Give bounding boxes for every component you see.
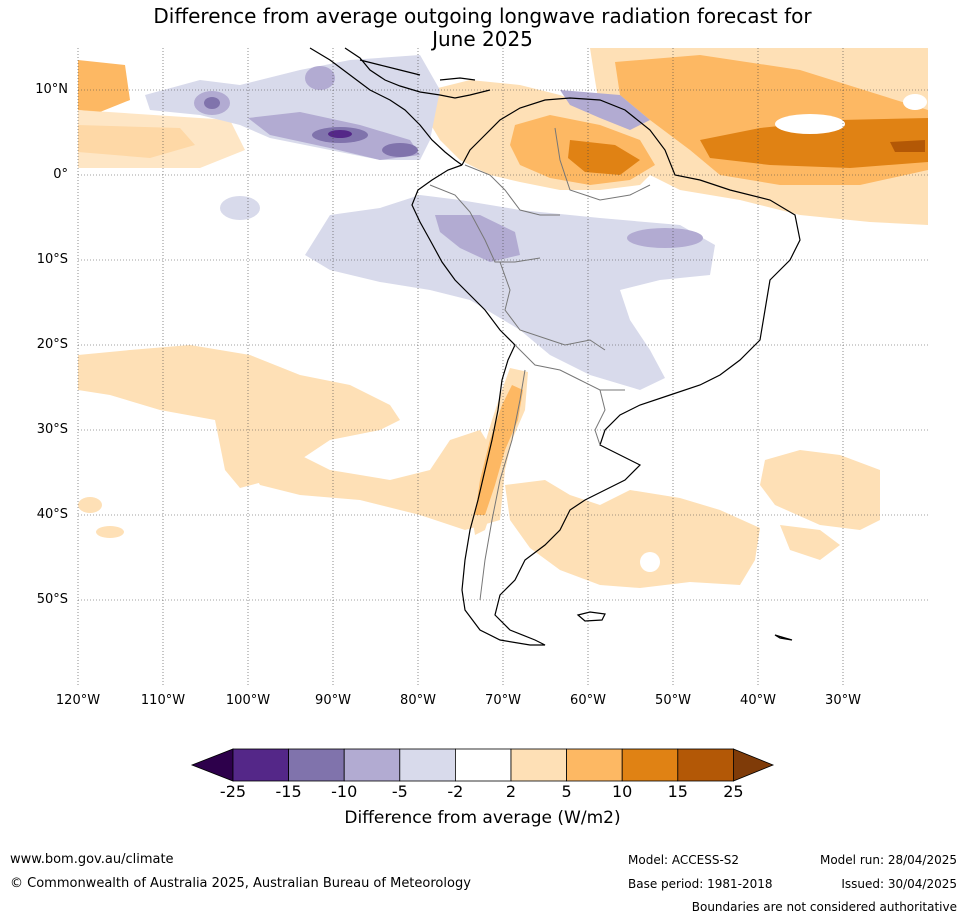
border-1 — [464, 164, 560, 216]
footer-model: Model: ACCESS-S2 — [628, 853, 740, 867]
negative-anomaly-ep-6 — [204, 97, 220, 109]
border-3 — [499, 261, 606, 351]
negative-anomaly-ep-4 — [328, 130, 352, 138]
negative-anomaly-ep-8 — [382, 143, 418, 157]
anomaly-fields — [78, 48, 928, 588]
coastline-central-america-east — [344, 47, 491, 99]
colorbar-tick-0: -25 — [219, 782, 247, 801]
colorbar-segment-5 — [454, 748, 512, 782]
country-borders — [429, 127, 651, 601]
border-2 — [429, 184, 541, 263]
lon-label-100w: 100°W — [225, 693, 271, 708]
neutral-hole-ne — [775, 114, 845, 134]
coastline-central-america — [309, 47, 463, 166]
negative-anomaly-carib — [560, 90, 650, 130]
lat-label-40s: 40°S — [36, 507, 68, 522]
lon-label-80w: 80°W — [400, 693, 436, 708]
lon-label-110w: 110°W — [140, 693, 186, 708]
positive-anomaly-sa-3 — [780, 525, 840, 560]
positive-anomaly-w-edge — [78, 497, 102, 513]
footer-base-period: Base period: 1981-2018 — [628, 877, 773, 891]
footer-copyright: © Commonwealth of Australia 2025, Austra… — [10, 876, 471, 891]
colorbar-segment-6 — [510, 748, 567, 782]
coastline-south-georgia — [774, 634, 793, 641]
lon-label-70w: 70°W — [485, 693, 521, 708]
lon-label-50w: 50°W — [655, 693, 691, 708]
colorbar — [190, 748, 775, 782]
title-line-1: Difference from average outgoing longwav… — [153, 4, 812, 28]
positive-anomaly-ne-3 — [700, 118, 928, 168]
map-title: Difference from average outgoing longwav… — [0, 5, 965, 51]
footer-model-run: Model run: 28/04/2025 — [819, 853, 957, 867]
positive-anomaly-sp-2 — [240, 430, 505, 530]
positive-anomaly-ep-1 — [78, 60, 130, 112]
colorbar-segment-2 — [288, 748, 345, 782]
lat-label-0: 0° — [53, 167, 68, 182]
colorbar-segment-4 — [399, 748, 456, 782]
colorbar-segment-10 — [733, 748, 775, 782]
anomaly-map — [77, 47, 928, 685]
positive-anomaly-sa-2 — [760, 450, 880, 530]
positive-anomaly-w-edge-2 — [96, 526, 124, 538]
positive-anomaly-ep-3 — [78, 110, 245, 168]
positive-anomaly-ne-4 — [890, 140, 925, 152]
title-line-2: June 2025 — [432, 27, 533, 51]
lon-label-30w: 30°W — [825, 693, 861, 708]
lon-label-40w: 40°W — [740, 693, 776, 708]
coastline-falklands — [576, 611, 606, 622]
lon-label-120w: 120°W — [55, 693, 101, 708]
colorbar-segment-8 — [621, 748, 679, 782]
footer-url[interactable]: www.bom.gov.au/climate — [10, 852, 174, 867]
colorbar-tick-8: 15 — [667, 782, 688, 801]
colorbar-tick-6: 5 — [561, 782, 572, 801]
lon-label-60w: 60°W — [570, 693, 606, 708]
gridlines — [77, 48, 928, 685]
colorbar-tick-5: 2 — [505, 782, 517, 801]
positive-anomaly-sa — [505, 480, 760, 588]
border-6 — [594, 389, 606, 446]
positive-anomaly-chile-2 — [475, 385, 523, 515]
negative-anomaly-equator — [305, 195, 715, 390]
border-4 — [514, 344, 625, 391]
colorbar-tick-3: -5 — [391, 782, 408, 801]
footer-issued: Issued: 30/04/2025 — [841, 877, 957, 891]
negative-anomaly-equator-3 — [627, 228, 703, 248]
coastline-hispaniola — [439, 77, 476, 81]
colorbar-segment-3 — [343, 748, 401, 782]
lon-label-90w: 90°W — [315, 693, 351, 708]
colorbar-segment-0 — [190, 748, 234, 782]
lat-label-10s: 10°S — [36, 252, 68, 267]
colorbar-segment-9 — [677, 748, 734, 782]
lat-label-20s: 20°S — [36, 337, 68, 352]
colorbar-tick-7: 10 — [612, 782, 633, 801]
negative-anomaly-equator-2 — [435, 215, 520, 262]
coastlines — [309, 47, 801, 646]
border-5 — [479, 369, 526, 601]
lat-label-50s: 50°S — [36, 592, 68, 607]
neutral-hole-sa — [640, 552, 660, 572]
neutral-hole-ne-2 — [903, 94, 927, 110]
colorbar-tick-9: 25 — [723, 782, 744, 801]
border-7 — [554, 127, 651, 201]
colorbar-segment-7 — [566, 748, 623, 782]
positive-anomaly-sp — [78, 345, 400, 488]
coastline-cuba — [359, 59, 421, 76]
colorbar-tick-1: -15 — [275, 782, 302, 801]
negative-anomaly-equator-4 — [220, 196, 260, 220]
negative-anomaly-ep-7 — [305, 66, 335, 90]
positive-anomaly-nsa-3 — [568, 140, 640, 175]
colorbar-label: Difference from average (W/m2) — [344, 808, 621, 828]
footer-disclaimer: Boundaries are not considered authoritat… — [691, 900, 957, 914]
colorbar-tick-2: -10 — [331, 782, 358, 801]
colorbar-segment-1 — [232, 748, 289, 782]
lat-label-30s: 30°S — [36, 422, 68, 437]
colorbar-tick-4: -2 — [447, 782, 464, 801]
coastline-south-america — [411, 97, 801, 646]
lat-label-10n: 10°N — [35, 82, 68, 97]
